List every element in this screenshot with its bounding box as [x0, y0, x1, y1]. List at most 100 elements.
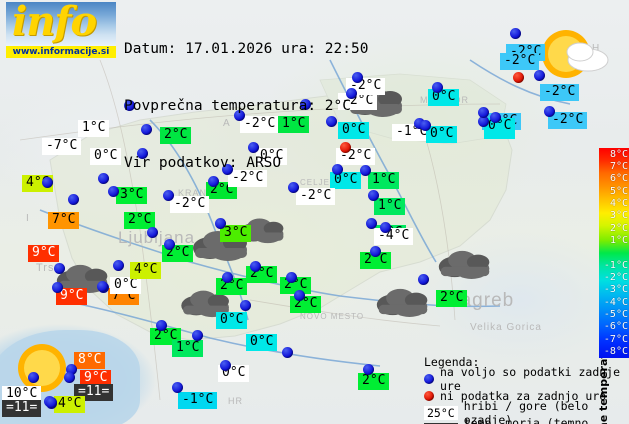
station-temperature-label: -2°C	[296, 188, 336, 205]
station-dot-available[interactable]	[248, 142, 259, 153]
header-date-line: Datum: 17.01.2026 ura: 22:50	[124, 41, 369, 57]
station-dot-available[interactable]	[215, 218, 226, 229]
legend-row-text: ni podatka za zadnjo uro	[440, 389, 607, 403]
city-label: I	[26, 213, 30, 224]
scale-tick-label: 3°C	[609, 210, 628, 222]
station-dot-available[interactable]	[172, 382, 183, 393]
cloud-icon	[374, 286, 432, 322]
station-temperature-label: 0°C	[90, 148, 122, 165]
header-avg-temp-line: Povprečna temperatura: 2°C	[124, 98, 351, 114]
station-dot-available[interactable]	[414, 118, 425, 129]
legend-row: 25°C hribi / gore (belo ozadje)	[424, 399, 629, 424]
station-dot-available[interactable]	[124, 100, 135, 111]
station-dot-available[interactable]	[98, 173, 109, 184]
station-temperature-label: 0°C	[246, 334, 278, 351]
legend-title: Legenda:	[424, 355, 480, 369]
station-dot-no-data[interactable]	[340, 142, 351, 153]
station-temperature-label: 2°C	[358, 373, 390, 390]
legend-blue-dot-icon	[424, 374, 434, 384]
station-temperature-label: -2°C	[548, 112, 588, 129]
legend-row-text: hribi / gore (belo ozadje)	[463, 399, 589, 424]
scale-tick-label: 7°C	[609, 160, 628, 172]
station-dot-available[interactable]	[54, 263, 65, 274]
station-temperature-label: 0°C	[426, 126, 458, 143]
station-temperature-label: 0°C	[216, 312, 248, 329]
header-info: Datum: 17.01.2026 ura: 22:50 Povprečna t…	[124, 2, 368, 211]
site-logo[interactable]: info www.informacije.si	[6, 0, 116, 58]
station-temperature-label: -2°C	[240, 116, 280, 133]
station-dot-available[interactable]	[141, 124, 152, 135]
station-dot-available[interactable]	[68, 194, 79, 205]
station-dot-available[interactable]	[234, 110, 245, 121]
station-dot-available[interactable]	[156, 320, 167, 331]
station-dot-available[interactable]	[478, 116, 489, 127]
station-dot-available[interactable]	[137, 148, 148, 159]
station-dot-available[interactable]	[326, 116, 337, 127]
station-dot-available[interactable]	[250, 261, 261, 272]
station-dot-available[interactable]	[368, 190, 379, 201]
station-temperature-label: 2°C	[160, 127, 192, 144]
station-dot-available[interactable]	[478, 107, 489, 118]
station-dot-available[interactable]	[66, 364, 77, 375]
scale-tick-label: 4°C	[609, 197, 628, 209]
station-dot-available[interactable]	[332, 164, 343, 175]
scale-tick-label: -8°C	[603, 346, 628, 358]
logo-url-text: www.informacije.si	[6, 46, 116, 58]
station-dot-available[interactable]	[192, 330, 203, 341]
station-temperature-label: -2°C	[228, 170, 268, 187]
station-dot-available[interactable]	[300, 99, 311, 110]
city-label: A	[223, 118, 231, 129]
scale-tick-label: -6°C	[603, 321, 628, 333]
station-temperature-label: 2°C	[360, 252, 392, 269]
station-dot-available[interactable]	[534, 70, 545, 81]
cloud-icon	[178, 288, 234, 322]
station-dot-available[interactable]	[366, 218, 377, 229]
station-dot-available[interactable]	[380, 222, 391, 233]
station-dot-available[interactable]	[208, 176, 219, 187]
station-dot-available[interactable]	[52, 282, 63, 293]
map-legend: Legenda: na voljo so podatki zadnje ure n…	[424, 355, 629, 424]
station-dot-available[interactable]	[286, 272, 297, 283]
station-dot-available[interactable]	[282, 347, 293, 358]
station-dot-available[interactable]	[240, 300, 251, 311]
station-temperature-label: -4°C	[374, 228, 414, 245]
station-temperature-label: -7°C	[42, 138, 82, 155]
station-dot-available[interactable]	[222, 272, 233, 283]
station-dot-available[interactable]	[352, 72, 363, 83]
station-dot-available[interactable]	[544, 106, 555, 117]
station-dot-available[interactable]	[346, 88, 357, 99]
station-dot-available[interactable]	[360, 165, 371, 176]
station-dot-available[interactable]	[163, 190, 174, 201]
station-dot-available[interactable]	[46, 397, 57, 408]
station-dot-available[interactable]	[490, 112, 501, 123]
station-dot-available[interactable]	[420, 120, 431, 131]
station-dot-available[interactable]	[418, 274, 429, 285]
station-dot-available[interactable]	[42, 177, 53, 188]
station-dot-available[interactable]	[510, 28, 521, 39]
station-dot-available[interactable]	[64, 372, 75, 383]
legend-row: ni podatka za zadnjo uro	[424, 388, 629, 404]
station-temperature-label: 7°C	[48, 212, 80, 229]
station-temperature-label: 9°C	[56, 288, 88, 305]
station-dot-available[interactable]	[28, 372, 39, 383]
station-dot-available[interactable]	[370, 246, 381, 257]
station-dot-available[interactable]	[363, 364, 374, 375]
station-dot-available[interactable]	[97, 281, 108, 292]
station-dot-available[interactable]	[288, 182, 299, 193]
station-dot-available[interactable]	[294, 290, 305, 301]
station-dot-available[interactable]	[220, 360, 231, 371]
station-temperature-label: 4°C	[54, 396, 86, 413]
scale-tick-label: 5°C	[609, 185, 628, 197]
station-dot-available[interactable]	[432, 82, 443, 93]
city-label: KRANJ	[178, 188, 213, 198]
station-temperature-label: 3°C	[116, 187, 148, 204]
station-dot-available[interactable]	[113, 260, 124, 271]
station-dot-available[interactable]	[164, 239, 175, 250]
scale-tick-label: -2°C	[603, 272, 628, 284]
station-dot-available[interactable]	[108, 186, 119, 197]
station-temperature-label: 3°C	[220, 225, 252, 242]
station-dot-available[interactable]	[147, 227, 158, 238]
station-dot-no-data[interactable]	[513, 72, 524, 83]
station-dot-available[interactable]	[222, 164, 233, 175]
